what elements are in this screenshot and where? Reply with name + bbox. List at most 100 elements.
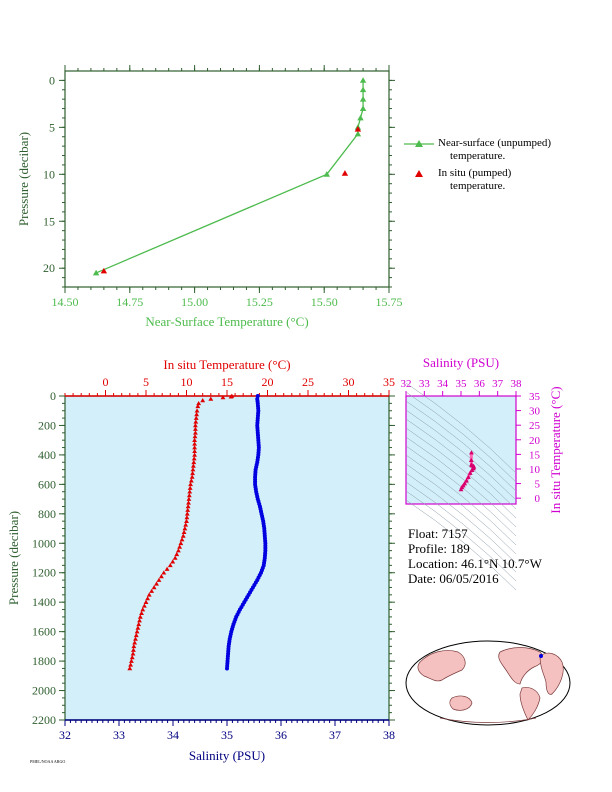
legend-near-surface-label: Near-surface (unpumped) [438,137,552,149]
ts-density-contour [405,382,517,474]
pr-temperature-point [129,655,135,660]
pr-temperature-point [187,485,193,490]
pr-sal-tick-label: 34 [167,728,179,742]
pr-temperature-point [185,507,191,512]
ts-density-contour [405,463,517,555]
pr-temperature-point [178,540,184,546]
ns-y-tick-label: 0 [49,73,55,87]
ts-diagram: 32 33 34 35 36 37 38 0 5 10 15 20 25 30 35 Salinity (P… [401,355,563,591]
ts-x-tick-label: 35 [456,378,468,390]
ns-point [357,114,364,121]
ts-density-contour [405,391,517,483]
ts-y-axis-label: In situ Temperature (°C) [548,386,563,513]
ns-point [354,130,362,137]
pr-temperature-point [190,467,196,472]
profile-salinity-axis-label: Salinity (PSU) [189,748,265,763]
ts-y-tick-label: 15 [529,449,541,461]
ns-point [359,95,367,102]
pr-temperature-point [193,426,198,431]
pr-temp-tick-label: 25 [302,375,314,389]
ts-density-contour [405,409,517,501]
ts-density-contour [405,454,517,546]
pr-temperature-point [192,441,197,446]
pr-y-tick-label: 0 [50,389,56,403]
ts-x-axis-label: Salinity (PSU) [423,355,499,370]
legend-in-situ-label-2: temperature. [450,180,506,192]
ns-insitu-point [341,170,349,176]
pr-temperature-point [179,537,185,542]
ts-density-contour [405,490,517,582]
pr-temperature-point [180,533,186,538]
pr-temp-tick-label: 10 [181,375,193,389]
ns-y-tick-label: 20 [43,261,55,275]
pr-temperature-point [184,518,189,523]
pr-temperature-point [172,555,178,560]
ts-point [467,470,473,475]
pr-temperature-point [192,437,197,442]
pr-temperature-point [208,396,214,401]
legend-line-marker-icon [404,140,434,147]
pr-temperature-point [184,515,190,520]
ns-x-tick-label: 15.50 [311,295,338,309]
ts-x-tick-label: 36 [474,378,486,390]
pr-temperature-point [184,511,190,516]
ts-x-tick-label: 32 [401,378,412,390]
pr-temperature-point [140,607,146,612]
ts-y-tick-label: 0 [535,493,541,505]
ts-point [464,478,469,483]
pr-y-tick-label: 1400 [32,595,56,609]
pr-temperature-point [137,618,142,623]
pr-temperature-point [135,625,141,630]
pr-y-tick-label: 2000 [32,684,56,698]
ts-density-contour [405,418,517,510]
pr-temperature-point [194,412,200,417]
pr-temperature-point [187,489,193,494]
ns-x-tick-label: 15.00 [181,295,208,309]
pr-sal-tick-label: 32 [59,728,71,742]
map-land-antarctica [439,717,537,723]
pr-temperature-point [133,632,139,638]
ns-point [359,105,367,111]
pr-temperature-point [188,481,193,487]
ts-y-tick-label: 20 [529,435,541,447]
pr-temperature-point [129,658,134,663]
pr-sal-tick-label: 36 [275,728,287,742]
pr-sal-tick-label: 33 [113,728,125,742]
pr-temperature-point [192,445,197,450]
pr-temperature-point [190,470,195,476]
pr-temperature-point [177,544,183,549]
profile-plot: 0 5 10 15 20 25 30 35 32 33 34 35 36 37 38 0 200 400 600 80… [6,357,395,763]
ts-density-contour [405,472,517,564]
pr-temperature-point [193,415,199,420]
map-float-location [539,654,543,658]
pr-y-tick-label: 600 [38,477,56,491]
ts-density-contour [405,427,517,519]
ts-x-tick-label: 33 [419,378,431,390]
pr-temperature-point [182,526,188,531]
pr-y-tick-label: 1600 [32,625,56,639]
pr-temperature-point [134,629,140,634]
pr-salinity-point [225,666,229,671]
pr-temperature-point [191,456,197,461]
ns-x-tick-label: 14.50 [52,295,79,309]
map-land-north-america [498,647,544,685]
ts-density-contour [405,400,517,492]
pr-y-tick-label: 1800 [32,654,56,668]
footer-credit: PMEL/NOAA ARGO [30,759,65,764]
pr-temperature-point [161,570,167,575]
pr-temperature-point [130,651,136,656]
ns-insitu-point [100,267,108,274]
pr-temperature-point [149,588,155,593]
location: Location: 46.1°N 10.7°W [408,556,542,571]
near-surface-plot: 14.50 14.75 15.00 15.25 15.50 15.75 0 5 10 15 20 N… [16,65,403,329]
pr-temperature-point [181,529,187,535]
pr-temperature-point [193,423,198,428]
pr-temperature-point [194,408,200,413]
pr-temperature-point [186,496,192,501]
ts-x-tick-label: 34 [437,378,449,390]
pr-temperature-point [146,592,152,597]
ns-point [359,77,367,83]
ns-y-tick-label: 5 [49,120,55,134]
pr-temperature-point [193,430,198,435]
